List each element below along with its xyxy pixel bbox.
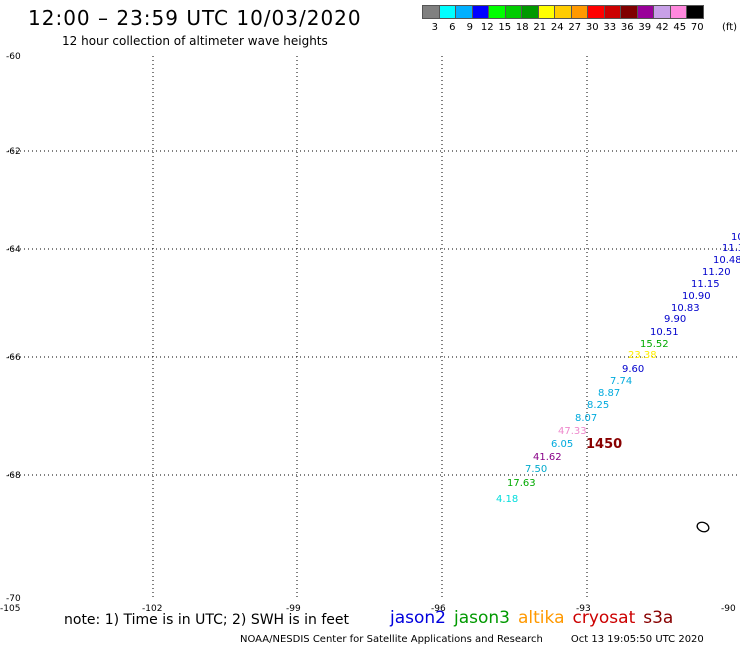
satellite-legend: jason2 jason3 altika cryosat s3a [390,608,681,628]
legend-label: 39 [638,22,652,33]
legend-label: 9 [466,22,473,33]
wave-height-label: 10.83 [671,303,700,314]
color-legend [422,5,704,19]
wave-height-label: 11.3 [722,243,740,254]
wave-height-label: 41.62 [533,452,562,463]
wave-height-label: 10.90 [682,291,711,302]
lon-tick-label: -93 [576,604,591,614]
lat-tick-label: -70 [6,594,21,604]
lat-tick-label: -60 [6,52,21,62]
wave-height-label: 6.05 [551,439,573,450]
satellite-cryosat: cryosat [572,608,636,628]
lon-tick-label: -99 [286,604,301,614]
wave-height-label: 15.52 [640,339,669,350]
legend-label: 6 [449,22,456,33]
wave-height-label: 10 [731,232,740,243]
legend-label: 27 [568,22,582,33]
lon-tick-label: -90 [721,604,736,614]
legend-label: 21 [533,22,547,33]
wave-height-label: 7.50 [525,464,547,475]
legend-swatch [686,5,704,19]
color-legend-labels: 3 6 9 12 15 18 21 24 27 30 33 36 39 42 45 70 [426,22,706,33]
wave-height-label: 7.74 [610,376,632,387]
map-axis-labels: -60 -62 -64 -66 -68 -70-105 -102 -99 -96 -93 -90 [0,52,736,614]
wave-height-label: 11.15 [691,279,720,290]
time-label: 1450 [586,437,622,452]
map-title: 12:00 – 23:59 UTC 10/03/2020 [28,6,362,30]
legend-label: 18 [515,22,529,33]
map-grid [8,56,740,600]
lon-tick-label: -105 [0,604,20,614]
wave-height-label: 11.20 [702,267,731,278]
lon-tick-label: -96 [431,604,446,614]
lat-tick-label: -66 [6,353,21,363]
legend-label: 42 [655,22,669,33]
wave-height-label: 47.33 [558,426,587,437]
map-subtitle: 12 hour collection of altimeter wave hei… [62,34,328,48]
wave-height-label: 9.60 [622,364,644,375]
wave-height-label: 9.90 [664,314,686,325]
footer-credit: NOAA/NESDIS Center for Satellite Applica… [240,634,543,645]
legend-label: 15 [498,22,512,33]
footer-timestamp: Oct 13 19:05:50 UTC 2020 [570,634,704,645]
wave-height-label: 4.18 [496,494,518,505]
lat-tick-label: -68 [6,471,21,481]
wave-height-label: 17.63 [507,478,536,489]
legend-label: 45 [673,22,687,33]
note-text: note: 1) Time is in UTC; 2) SWH is in fe… [64,612,350,628]
lon-tick-label: -102 [142,604,162,614]
island-outline [696,521,710,533]
legend-label: 12 [480,22,494,33]
satellite-jason3: jason3 [454,608,510,628]
color-legend-unit: (ft) [722,22,738,33]
wave-height-label: 8.25 [587,400,609,411]
wave-height-label: 10.48 [713,255,740,266]
lat-tick-label: -62 [6,147,21,157]
legend-label: 33 [603,22,617,33]
legend-label: 30 [585,22,599,33]
legend-label: 70 [690,22,704,33]
legend-label: 24 [550,22,564,33]
wave-height-label: 23.38 [628,350,657,361]
legend-label: 3 [431,22,438,33]
legend-label: 36 [620,22,634,33]
wave-height-label: 10.51 [650,327,679,338]
satellite-s3a: s3a [643,608,674,628]
wave-height-label: 8.87 [598,388,620,399]
footer: NOAA/NESDIS Center for Satellite Applica… [240,634,704,645]
satellite-altika: altika [518,608,565,628]
wave-height-label: 8.07 [575,413,597,424]
lat-tick-label: -64 [6,245,21,255]
satellite-jason2: jason2 [390,608,446,628]
